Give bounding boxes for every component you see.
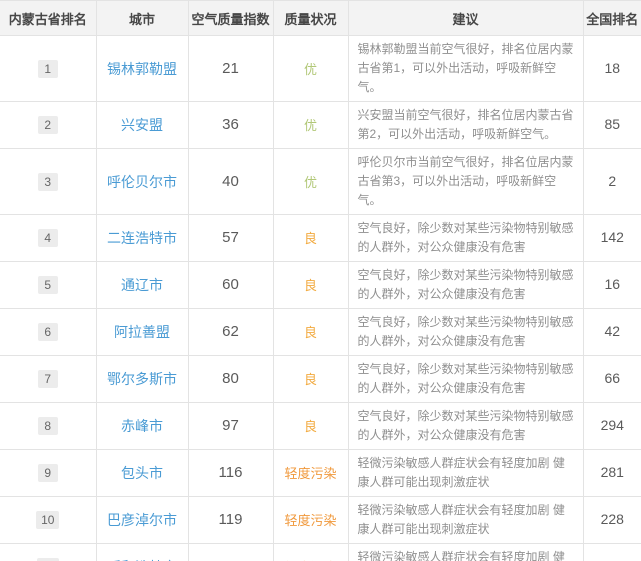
status-label: 良	[303, 278, 317, 293]
national-rank: 228	[600, 511, 624, 527]
advice-text: 空气良好，除少数对某些污染物特别敏感的人群外，对公众健康没有危害	[357, 409, 574, 442]
city-link[interactable]: 呼伦贝尔市	[107, 173, 177, 190]
city-link[interactable]: 锡林郭勒盟	[107, 60, 177, 77]
table-row: 6 阿拉善盟 62 良 空气良好，除少数对某些污染物特别敏感的人群外，对公众健康…	[0, 308, 641, 356]
aqi-value: 40	[222, 172, 239, 190]
national-rank: 66	[604, 370, 621, 386]
city-link[interactable]: 巴彦淖尔市	[107, 512, 177, 528]
city-link[interactable]: 通辽市	[121, 277, 163, 293]
city-link[interactable]: 二连浩特市	[107, 230, 177, 246]
table-row: 3 呼伦贝尔市 40 优 呼伦贝尔市当前空气很好，排名位居内蒙古省第3，可以外出…	[0, 148, 641, 215]
advice-text: 呼伦贝尔市当前空气很好，排名位居内蒙古省第3，可以外出活动，呼吸新鲜空气。	[357, 155, 574, 207]
province-rank-badge: 11	[36, 558, 59, 561]
table-row: 2 兴安盟 36 优 兴安盟当前空气很好，排名位居内蒙古省第2，可以外出活动，呼…	[0, 101, 641, 149]
table-row: 11 呼和浩特市 128 轻度污染 轻微污染敏感人群症状会有轻度加剧 健康人群可…	[0, 543, 641, 561]
province-rank-badge: 1	[37, 59, 58, 78]
province-rank-badge: 8	[37, 417, 58, 435]
province-rank-badge: 3	[37, 172, 58, 191]
province-rank-badge: 7	[37, 370, 58, 388]
national-rank: 85	[604, 116, 621, 132]
city-link[interactable]: 赤峰市	[121, 418, 163, 434]
national-rank: 16	[604, 276, 621, 292]
aqi-value: 97	[222, 417, 239, 434]
aqi-table-body: 1 锡林郭勒盟 21 优 锡林郭勒盟当前空气很好，排名位居内蒙古省第1，可以外出…	[0, 35, 641, 561]
advice-text: 空气良好，除少数对某些污染物特别敏感的人群外，对公众健康没有危害	[357, 362, 574, 395]
advice-text: 空气良好，除少数对某些污染物特别敏感的人群外，对公众健康没有危害	[357, 221, 574, 254]
aqi-value: 62	[222, 323, 239, 340]
province-rank-badge: 2	[37, 116, 58, 134]
city-link[interactable]: 鄂尔多斯市	[107, 371, 177, 387]
table-row: 7 鄂尔多斯市 80 良 空气良好，除少数对某些污染物特别敏感的人群外，对公众健…	[0, 355, 641, 403]
status-label: 良	[303, 231, 317, 246]
table-row: 9 包头市 116 轻度污染 轻微污染敏感人群症状会有轻度加剧 健康人群可能出现…	[0, 449, 641, 497]
header-province-rank: 内蒙古省排名	[0, 0, 97, 36]
aqi-value: 36	[222, 116, 239, 133]
table-row: 1 锡林郭勒盟 21 优 锡林郭勒盟当前空气很好，排名位居内蒙古省第1，可以外出…	[0, 35, 641, 102]
status-label: 优	[303, 174, 317, 190]
table-row: 5 通辽市 60 良 空气良好，除少数对某些污染物特别敏感的人群外，对公众健康没…	[0, 261, 641, 309]
status-label: 轻度污染	[284, 513, 337, 528]
advice-text: 轻微污染敏感人群症状会有轻度加剧 健康人群可能出现刺激症状	[357, 503, 565, 536]
city-link[interactable]: 兴安盟	[121, 117, 163, 133]
advice-text: 轻微污染敏感人群症状会有轻度加剧 健康人群可能出现刺激症状	[357, 550, 565, 561]
national-rank: 281	[600, 464, 624, 480]
aqi-value: 116	[218, 464, 243, 481]
aqi-value: 128	[218, 558, 243, 561]
table-row: 10 巴彦淖尔市 119 轻度污染 轻微污染敏感人群症状会有轻度加剧 健康人群可…	[0, 496, 641, 544]
advice-text: 锡林郭勒盟当前空气很好，排名位居内蒙古省第1，可以外出活动，呼吸新鲜空气。	[357, 42, 574, 94]
table-header: 内蒙古省排名 城市 空气质量指数 质量状况 建议 全国排名	[0, 0, 641, 36]
header-status: 质量状况	[272, 0, 349, 36]
province-rank-badge: 5	[37, 276, 58, 294]
national-rank: 2	[608, 172, 617, 189]
city-link[interactable]: 呼和浩特市	[107, 559, 177, 561]
header-advice: 建议	[347, 0, 584, 36]
status-label: 良	[303, 325, 317, 340]
status-label: 优	[303, 118, 317, 133]
advice-text: 空气良好，除少数对某些污染物特别敏感的人群外，对公众健康没有危害	[357, 268, 574, 301]
header-national-rank: 全国排名	[582, 0, 641, 36]
aqi-value: 80	[222, 370, 239, 387]
aqi-value: 21	[222, 59, 239, 77]
status-label: 优	[303, 61, 317, 77]
national-rank: 42	[604, 323, 621, 339]
advice-text: 轻微污染敏感人群症状会有轻度加剧 健康人群可能出现刺激症状	[357, 456, 565, 489]
status-label: 轻度污染	[284, 466, 337, 481]
status-label: 良	[303, 372, 317, 387]
city-link[interactable]: 阿拉善盟	[114, 324, 170, 340]
table-row: 8 赤峰市 97 良 空气良好，除少数对某些污染物特别敏感的人群外，对公众健康没…	[0, 402, 641, 450]
header-city: 城市	[95, 0, 189, 36]
province-rank-badge: 10	[36, 511, 60, 529]
table-row: 4 二连浩特市 57 良 空气良好，除少数对某些污染物特别敏感的人群外，对公众健…	[0, 214, 641, 262]
status-label: 良	[303, 419, 317, 434]
advice-text: 空气良好，除少数对某些污染物特别敏感的人群外，对公众健康没有危害	[357, 315, 574, 348]
aqi-value: 57	[222, 229, 239, 246]
advice-text: 兴安盟当前空气很好，排名位居内蒙古省第2，可以外出活动，呼吸新鲜空气。	[357, 108, 574, 141]
province-rank-badge: 9	[37, 464, 58, 482]
province-rank-badge: 4	[37, 229, 58, 247]
national-rank: 142	[600, 229, 624, 245]
province-rank-badge: 6	[37, 323, 58, 341]
aqi-value: 60	[222, 276, 239, 293]
aqi-value: 119	[218, 511, 243, 528]
national-rank: 18	[604, 59, 621, 76]
national-rank: 294	[600, 417, 624, 433]
header-aqi: 空气质量指数	[187, 0, 274, 36]
city-link[interactable]: 包头市	[121, 465, 163, 481]
national-rank: 261	[601, 558, 624, 561]
